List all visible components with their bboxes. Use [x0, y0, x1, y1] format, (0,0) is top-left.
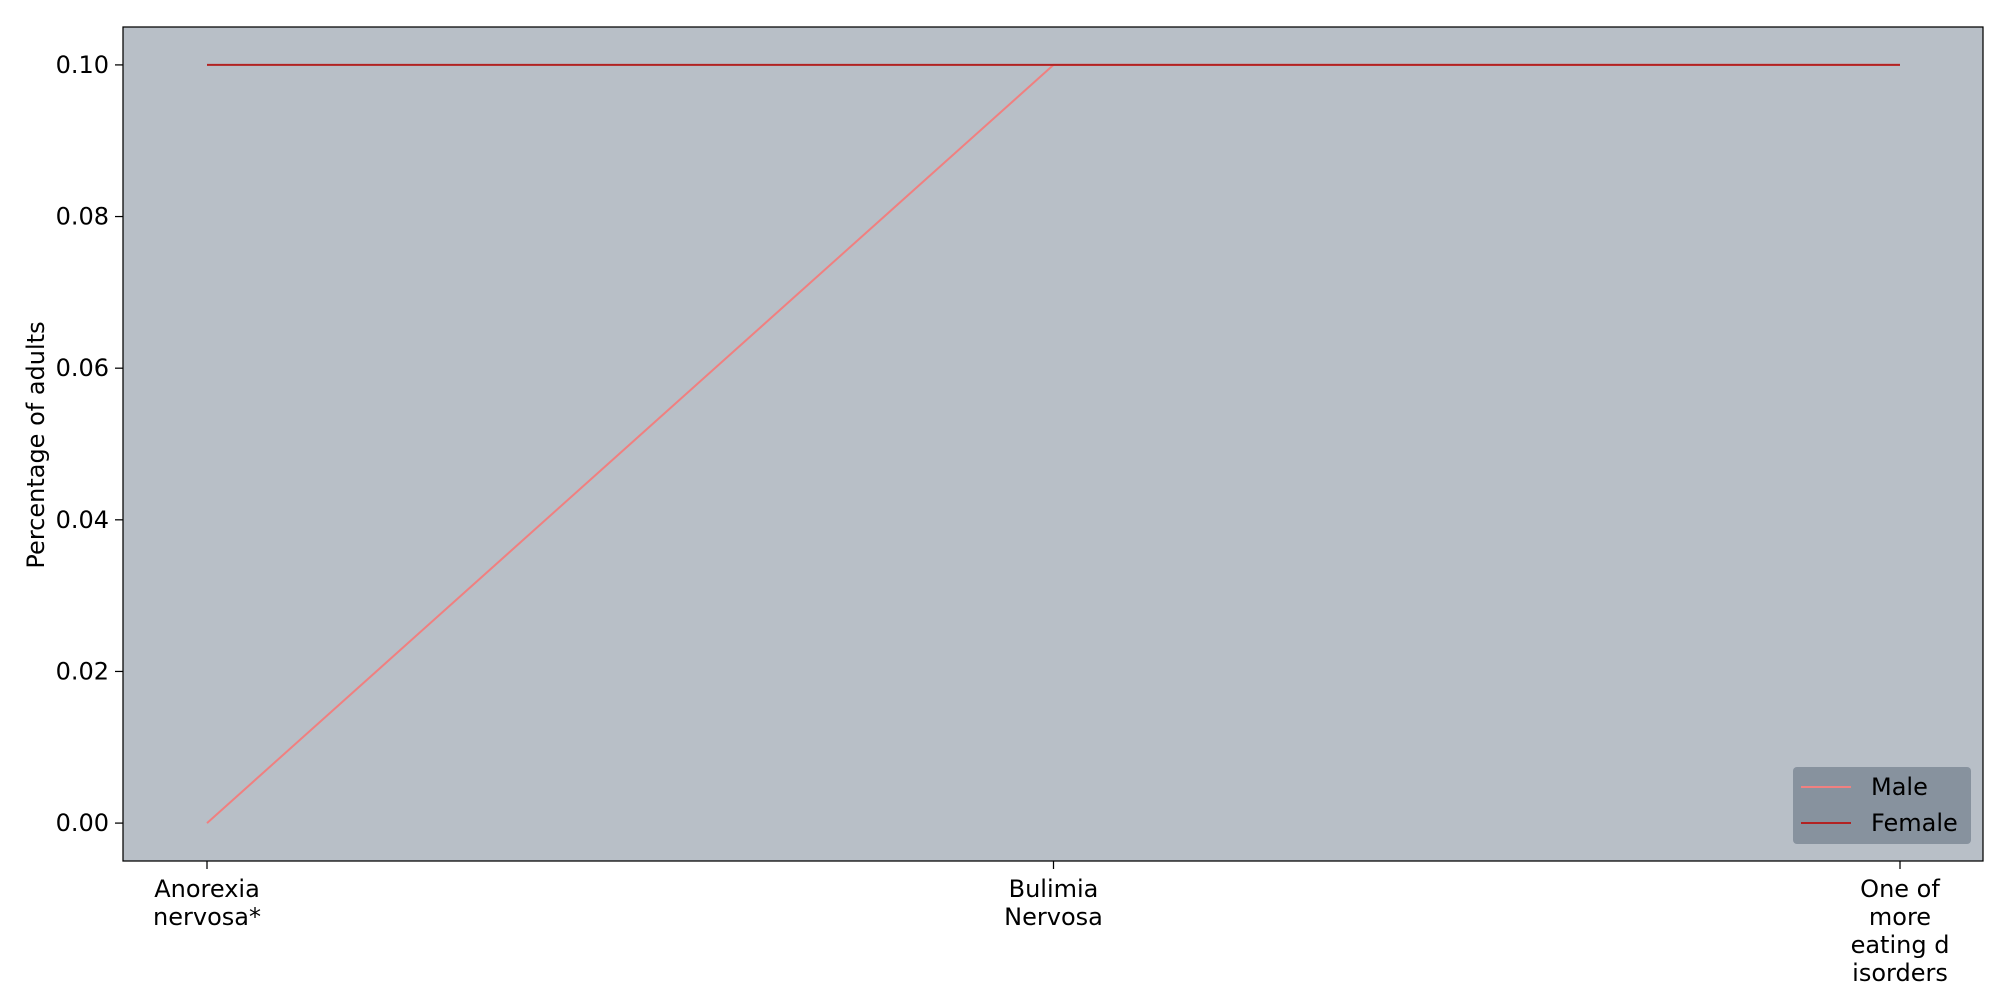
x-tick-label-line: Bulimia [1009, 875, 1099, 903]
series-lines [206, 63, 1900, 824]
x-axis: Anorexia nervosa* Bulimia Nervosa One of more… [153, 861, 1949, 987]
y-tick-label: 0.00 [56, 809, 109, 837]
x-tick-label-line: nervosa* [153, 903, 261, 931]
y-tick-label: 0.10 [56, 51, 109, 79]
y-tick-label: 0.08 [56, 203, 109, 231]
x-tick-label-line: more [1869, 903, 1931, 931]
legend-label-female: Female [1871, 809, 1958, 837]
x-tick-label-line: One of [1860, 875, 1940, 903]
x-tick-label: Bulimia Nervosa [1004, 875, 1103, 931]
legend: Male Female [1793, 767, 1971, 844]
y-tick-label: 0.02 [56, 657, 109, 685]
x-tick-label-line: eating d [1851, 931, 1950, 959]
x-tick-label-line: Anorexia [154, 875, 260, 903]
x-tick-label: One of more eating d isorders [1851, 875, 1950, 987]
x-tick-label-line: Nervosa [1004, 903, 1103, 931]
y-tick-label: 0.06 [56, 354, 109, 382]
y-tick-label: 0.04 [56, 506, 109, 534]
y-axis-label: Percentage of adults [22, 321, 50, 568]
x-tick-label-line: isorders [1852, 959, 1948, 987]
plot-area [123, 27, 1983, 861]
x-tick-label: Anorexia nervosa* [153, 875, 261, 931]
legend-label-male: Male [1871, 773, 1928, 801]
y-axis: 0.00 0.02 0.04 0.06 0.08 0.10 [56, 51, 123, 837]
